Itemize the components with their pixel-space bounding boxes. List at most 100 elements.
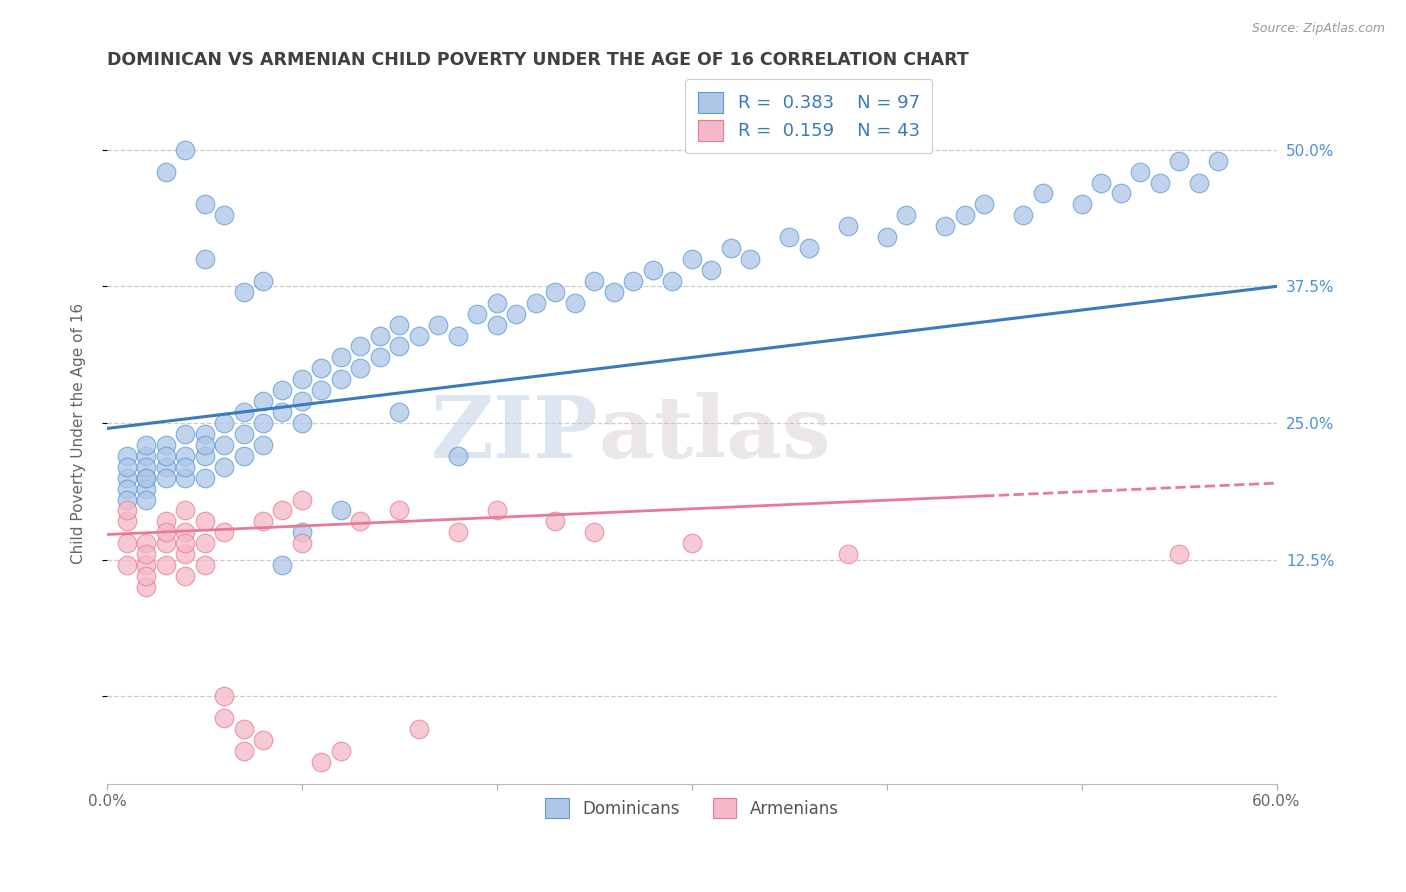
Point [271, 383, 294, 397]
Point [135, 470, 157, 484]
Y-axis label: Child Poverty Under the Age of 16: Child Poverty Under the Age of 16 [72, 303, 86, 565]
Point [896, 208, 918, 222]
Point [135, 438, 157, 452]
Point [232, 426, 254, 441]
Point [174, 426, 197, 441]
Point [212, 690, 235, 704]
Point [155, 558, 177, 573]
Point [1070, 197, 1092, 211]
Point [447, 328, 470, 343]
Point [115, 482, 138, 496]
Point [621, 274, 644, 288]
Point [311, 755, 333, 769]
Point [212, 711, 235, 725]
Point [330, 351, 353, 365]
Point [155, 449, 177, 463]
Point [271, 405, 294, 419]
Point [1149, 176, 1171, 190]
Point [740, 252, 762, 266]
Point [252, 733, 274, 747]
Point [212, 208, 235, 222]
Point [232, 449, 254, 463]
Point [447, 525, 470, 540]
Text: Source: ZipAtlas.com: Source: ZipAtlas.com [1251, 22, 1385, 36]
Point [330, 503, 353, 517]
Point [135, 580, 157, 594]
Point [447, 449, 470, 463]
Point [252, 515, 274, 529]
Point [544, 285, 567, 299]
Point [973, 197, 995, 211]
Point [155, 515, 177, 529]
Point [193, 536, 215, 550]
Point [155, 459, 177, 474]
Point [1129, 164, 1152, 178]
Point [876, 230, 898, 244]
Point [583, 274, 606, 288]
Point [193, 515, 215, 529]
Point [291, 536, 314, 550]
Point [1168, 547, 1191, 561]
Point [1168, 153, 1191, 168]
Point [252, 394, 274, 409]
Point [174, 143, 197, 157]
Point [700, 263, 723, 277]
Point [485, 295, 508, 310]
Point [1206, 153, 1229, 168]
Point [115, 470, 138, 484]
Point [115, 503, 138, 517]
Point [1109, 186, 1132, 201]
Point [349, 361, 371, 376]
Point [583, 525, 606, 540]
Point [427, 318, 450, 332]
Point [291, 372, 314, 386]
Point [368, 351, 391, 365]
Point [544, 515, 567, 529]
Point [485, 503, 508, 517]
Point [135, 482, 157, 496]
Point [330, 372, 353, 386]
Point [349, 339, 371, 353]
Point [174, 459, 197, 474]
Point [155, 525, 177, 540]
Point [135, 470, 157, 484]
Point [388, 318, 411, 332]
Point [837, 219, 859, 234]
Point [232, 405, 254, 419]
Point [291, 416, 314, 430]
Point [1090, 176, 1112, 190]
Point [368, 328, 391, 343]
Point [212, 525, 235, 540]
Point [797, 241, 820, 255]
Point [212, 416, 235, 430]
Point [135, 547, 157, 561]
Legend: Dominicans, Armenians: Dominicans, Armenians [538, 792, 845, 824]
Point [135, 569, 157, 583]
Point [135, 558, 157, 573]
Point [467, 307, 489, 321]
Point [232, 744, 254, 758]
Point [291, 525, 314, 540]
Point [505, 307, 527, 321]
Point [155, 536, 177, 550]
Point [193, 426, 215, 441]
Point [135, 536, 157, 550]
Point [174, 536, 197, 550]
Point [388, 503, 411, 517]
Point [837, 547, 859, 561]
Point [485, 318, 508, 332]
Point [271, 503, 294, 517]
Point [232, 285, 254, 299]
Point [388, 339, 411, 353]
Point [174, 525, 197, 540]
Point [661, 274, 683, 288]
Point [155, 438, 177, 452]
Point [953, 208, 976, 222]
Point [720, 241, 742, 255]
Point [115, 449, 138, 463]
Point [291, 492, 314, 507]
Point [193, 438, 215, 452]
Point [778, 230, 800, 244]
Point [174, 547, 197, 561]
Point [193, 197, 215, 211]
